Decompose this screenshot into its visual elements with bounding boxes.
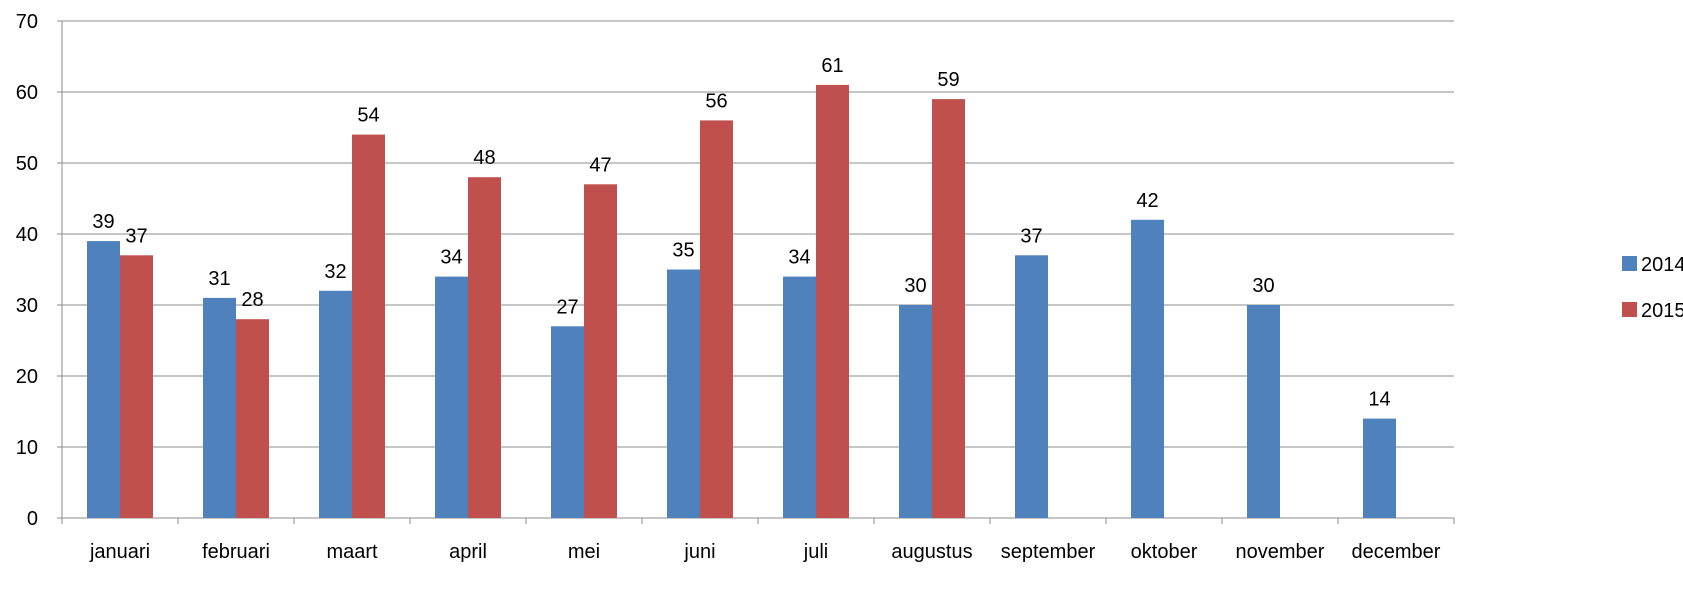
y-tick-label: 0 — [27, 508, 38, 530]
legend-swatch-2015 — [1622, 302, 1637, 317]
legend-swatch-2014 — [1622, 256, 1637, 271]
legend-label-2014: 2014 — [1641, 254, 1683, 276]
bar-2014-oktober — [1131, 219, 1164, 519]
legend-label-2015: 2015 — [1641, 300, 1683, 322]
data-label-2014-juni: 35 — [672, 240, 694, 262]
x-tick-label: oktober — [1131, 541, 1198, 563]
x-tick-label: juli — [803, 541, 828, 563]
y-tick-label: 20 — [16, 366, 38, 388]
x-tick-label: mei — [568, 541, 600, 563]
data-label-2014-april: 34 — [440, 247, 462, 269]
x-tick-label: maart — [326, 541, 378, 563]
bar-2014-juli — [783, 276, 816, 518]
bar-2014-maart — [319, 290, 352, 518]
y-tick-label: 10 — [16, 437, 38, 459]
data-label-2015-mei: 47 — [589, 154, 611, 176]
y-tick-label: 50 — [16, 153, 38, 175]
bar-2014-mei — [551, 326, 584, 518]
data-label-2014-oktober: 42 — [1136, 190, 1158, 212]
bar-2014-februari — [203, 297, 236, 518]
bar-2015-augustus — [932, 99, 965, 518]
data-label-2014-maart: 32 — [324, 261, 346, 283]
bar-2015-januari — [120, 255, 153, 519]
data-label-2014-mei: 27 — [556, 296, 578, 318]
data-label-2014-januari: 39 — [92, 211, 114, 233]
data-label-2015-januari: 37 — [125, 225, 147, 247]
data-label-2015-februari: 28 — [241, 289, 263, 311]
bar-2014-augustus — [899, 305, 932, 518]
data-label-2014-februari: 31 — [208, 268, 230, 290]
bar-2014-september — [1015, 255, 1048, 519]
bar-2014-januari — [87, 241, 120, 518]
bar-2015-maart — [352, 134, 385, 518]
data-label-2015-augustus: 59 — [937, 69, 959, 91]
bar-2015-februari — [236, 319, 269, 518]
data-label-2015-juli: 61 — [821, 55, 843, 77]
x-tick-label: januari — [89, 541, 150, 563]
bar-2015-juli — [816, 84, 849, 519]
x-tick-label: december — [1352, 541, 1441, 563]
data-label-2014-augustus: 30 — [904, 275, 926, 297]
y-tick-label: 30 — [16, 295, 38, 317]
data-label-2014-juli: 34 — [788, 247, 810, 269]
y-tick-label: 60 — [16, 82, 38, 104]
x-tick-label: februari — [202, 541, 270, 563]
bar-2015-juni — [700, 120, 733, 519]
bar-2014-november — [1247, 305, 1280, 518]
bar-2014-april — [435, 276, 468, 518]
x-tick-label: september — [1001, 541, 1096, 563]
y-tick-label: 70 — [16, 11, 38, 33]
data-label-2015-april: 48 — [473, 147, 495, 169]
y-tick-label: 40 — [16, 224, 38, 246]
data-label-2015-maart: 54 — [357, 105, 379, 127]
data-label-2015-juni: 56 — [705, 90, 727, 112]
x-tick-label: november — [1236, 541, 1325, 563]
x-tick-label: april — [449, 541, 487, 563]
bar-2014-juni — [667, 269, 700, 518]
data-label-2014-december: 14 — [1368, 389, 1390, 411]
x-tick-label: augustus — [891, 541, 972, 563]
bar-2014-december — [1363, 418, 1396, 518]
x-tick-label: juni — [683, 541, 715, 563]
bar-2015-mei — [584, 184, 617, 519]
data-label-2014-september: 37 — [1020, 225, 1042, 247]
bar-2015-april — [468, 177, 501, 518]
data-label-2014-november: 30 — [1252, 275, 1274, 297]
